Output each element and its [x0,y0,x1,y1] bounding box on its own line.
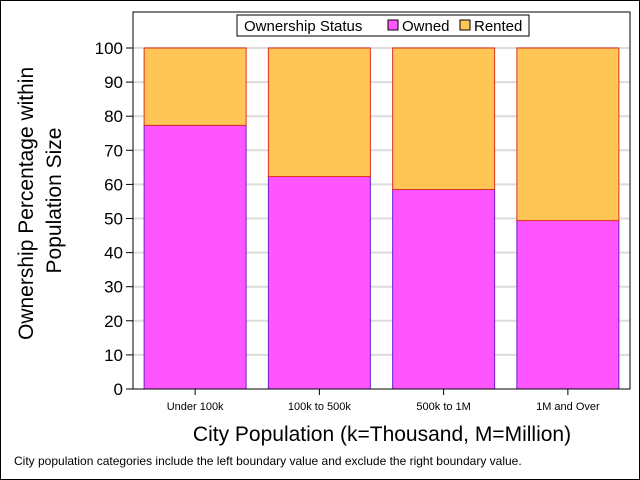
y-axis-title: Ownership Percentage within Population S… [15,61,66,340]
bar-owned [143,124,247,390]
legend-items: Owned Rented [387,18,522,35]
bar-owned [516,220,620,390]
y-tick-label: 90 [104,73,123,92]
y-axis-ticks: 0 10 20 30 40 50 60 70 80 90 100 [95,39,133,399]
x-axis-ticks: Under 100k 100k to 500k 500k to 1M 1M and O… [167,389,600,413]
x-tick-label: Under 100k [167,401,224,413]
y-tick-label: 20 [104,312,123,331]
footnote: City population categories include the l… [14,454,522,468]
bar-rented [392,47,496,191]
bars [143,47,620,390]
legend-title: Ownership Status [244,18,362,35]
y-tick-label: 60 [104,175,123,194]
y-tick-label: 30 [104,278,123,297]
x-axis-title: City Population (k=Thousand, M=Million) [193,423,571,446]
legend-swatch-rented [459,19,471,31]
bar-rented [267,47,371,178]
y-tick-label: 40 [104,244,123,263]
x-tick-label: 100k to 500k [288,401,351,413]
bar-rented [143,47,247,126]
y-tick-label: 70 [104,141,123,160]
y-tick-label: 80 [104,107,123,126]
legend-box [236,14,530,37]
y-axis-title-line-1: Ownership Percentage within [15,67,38,340]
x-tick-label: 1M and Over [536,401,600,413]
bar-rented [516,47,620,222]
bar-owned [392,189,496,390]
y-tick-label: 100 [95,39,123,58]
plot-area-border [132,11,631,390]
legend: Ownership Status Owned Rented [236,14,530,37]
x-tick-label: 500k to 1M [416,401,470,413]
legend-label-rented: Rented [474,18,522,35]
y-tick-label: 50 [104,210,123,229]
y-tick-label: 10 [104,346,123,365]
legend-label-owned: Owned [402,18,450,35]
y-tick-label: 0 [114,380,123,399]
legend-swatch-owned [387,19,399,31]
bar-owned [267,176,371,390]
y-axis-title-line-2: Population Size [43,128,66,274]
